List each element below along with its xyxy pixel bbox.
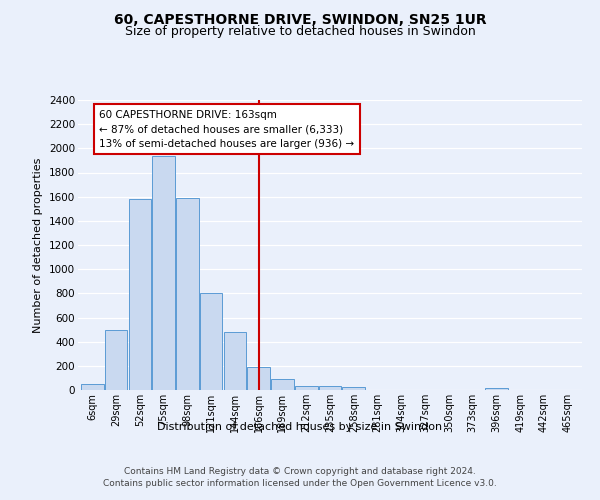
Text: Size of property relative to detached houses in Swindon: Size of property relative to detached ho… xyxy=(125,25,475,38)
Bar xyxy=(271,379,294,390)
Text: Distribution of detached houses by size in Swindon: Distribution of detached houses by size … xyxy=(157,422,443,432)
Text: Contains HM Land Registry data © Crown copyright and database right 2024.: Contains HM Land Registry data © Crown c… xyxy=(124,468,476,476)
Bar xyxy=(81,384,104,390)
Y-axis label: Number of detached properties: Number of detached properties xyxy=(34,158,43,332)
Bar xyxy=(128,199,151,390)
Text: Contains public sector information licensed under the Open Government Licence v3: Contains public sector information licen… xyxy=(103,479,497,488)
Bar xyxy=(319,386,341,390)
Bar xyxy=(295,386,317,390)
Bar xyxy=(343,387,365,390)
Bar xyxy=(152,156,175,390)
Bar xyxy=(176,198,199,390)
Bar xyxy=(224,332,246,390)
Bar xyxy=(200,294,223,390)
Bar xyxy=(485,388,508,390)
Text: 60, CAPESTHORNE DRIVE, SWINDON, SN25 1UR: 60, CAPESTHORNE DRIVE, SWINDON, SN25 1UR xyxy=(113,12,487,26)
Bar xyxy=(105,330,127,390)
Bar xyxy=(247,367,270,390)
Text: 60 CAPESTHORNE DRIVE: 163sqm
← 87% of detached houses are smaller (6,333)
13% of: 60 CAPESTHORNE DRIVE: 163sqm ← 87% of de… xyxy=(100,110,355,150)
